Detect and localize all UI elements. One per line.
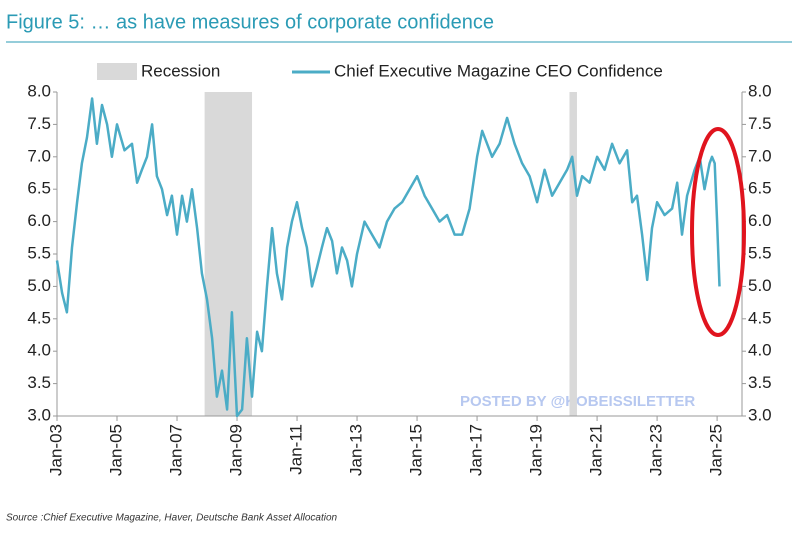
chart-title: Figure 5: … as have measures of corporat… bbox=[6, 11, 494, 33]
y2-tick-label: 5.0 bbox=[748, 276, 772, 295]
x-tick-label: Jan-13 bbox=[347, 424, 366, 476]
y2-tick-label: 5.5 bbox=[748, 243, 772, 262]
y2-tick-label: 4.0 bbox=[748, 341, 772, 360]
y2-tick-label: 7.5 bbox=[748, 114, 772, 133]
legend-label: Chief Executive Magazine CEO Confidence bbox=[334, 61, 663, 80]
highlight-ellipse bbox=[690, 127, 746, 337]
x-tick-label: Jan-07 bbox=[167, 424, 186, 476]
y2-tick-label: 7.0 bbox=[748, 146, 772, 165]
y2-tick-label: 3.5 bbox=[748, 373, 772, 392]
y-tick-label: 4.5 bbox=[27, 308, 51, 327]
y-tick-label: 6.0 bbox=[27, 211, 51, 230]
y2-tick-label: 4.5 bbox=[748, 308, 772, 327]
x-tick-label: Jan-03 bbox=[46, 424, 65, 476]
y-tick-label: 7.0 bbox=[27, 146, 51, 165]
legend-swatch-recession bbox=[97, 63, 137, 80]
y-tick-label: 5.0 bbox=[27, 276, 51, 295]
y-tick-label: 6.5 bbox=[27, 179, 51, 198]
x-tick-label: Jan-17 bbox=[467, 424, 486, 476]
y2-tick-label: 3.0 bbox=[748, 405, 772, 424]
recession-band bbox=[569, 92, 577, 416]
y-tick-label: 5.5 bbox=[27, 243, 51, 262]
y-tick-label: 8.0 bbox=[27, 81, 51, 100]
x-tick-label: Jan-05 bbox=[106, 424, 125, 476]
x-tick-label: Jan-21 bbox=[587, 424, 606, 476]
series-line bbox=[55, 97, 721, 418]
x-tick-label: Jan-23 bbox=[647, 424, 666, 476]
x-tick-label: Jan-25 bbox=[707, 424, 726, 476]
y-tick-label: 4.0 bbox=[27, 341, 51, 360]
x-tick-label: Jan-11 bbox=[287, 424, 306, 475]
y2-tick-label: 6.5 bbox=[748, 179, 772, 198]
y-tick-label: 3.0 bbox=[27, 405, 51, 424]
y-tick-label: 3.5 bbox=[27, 373, 51, 392]
y2-tick-label: 8.0 bbox=[748, 81, 772, 100]
watermark: POSTED BY @KOBEISSILETTER bbox=[460, 393, 695, 410]
x-tick-label: Jan-19 bbox=[527, 424, 546, 476]
source: Source :Chief Executive Magazine, Haver,… bbox=[6, 513, 338, 524]
legend-label: Recession bbox=[141, 61, 220, 80]
x-tick-label: Jan-15 bbox=[407, 424, 426, 476]
x-tick-label: Jan-09 bbox=[227, 424, 246, 476]
y2-tick-label: 6.0 bbox=[748, 211, 772, 230]
y-tick-label: 7.5 bbox=[27, 114, 51, 133]
